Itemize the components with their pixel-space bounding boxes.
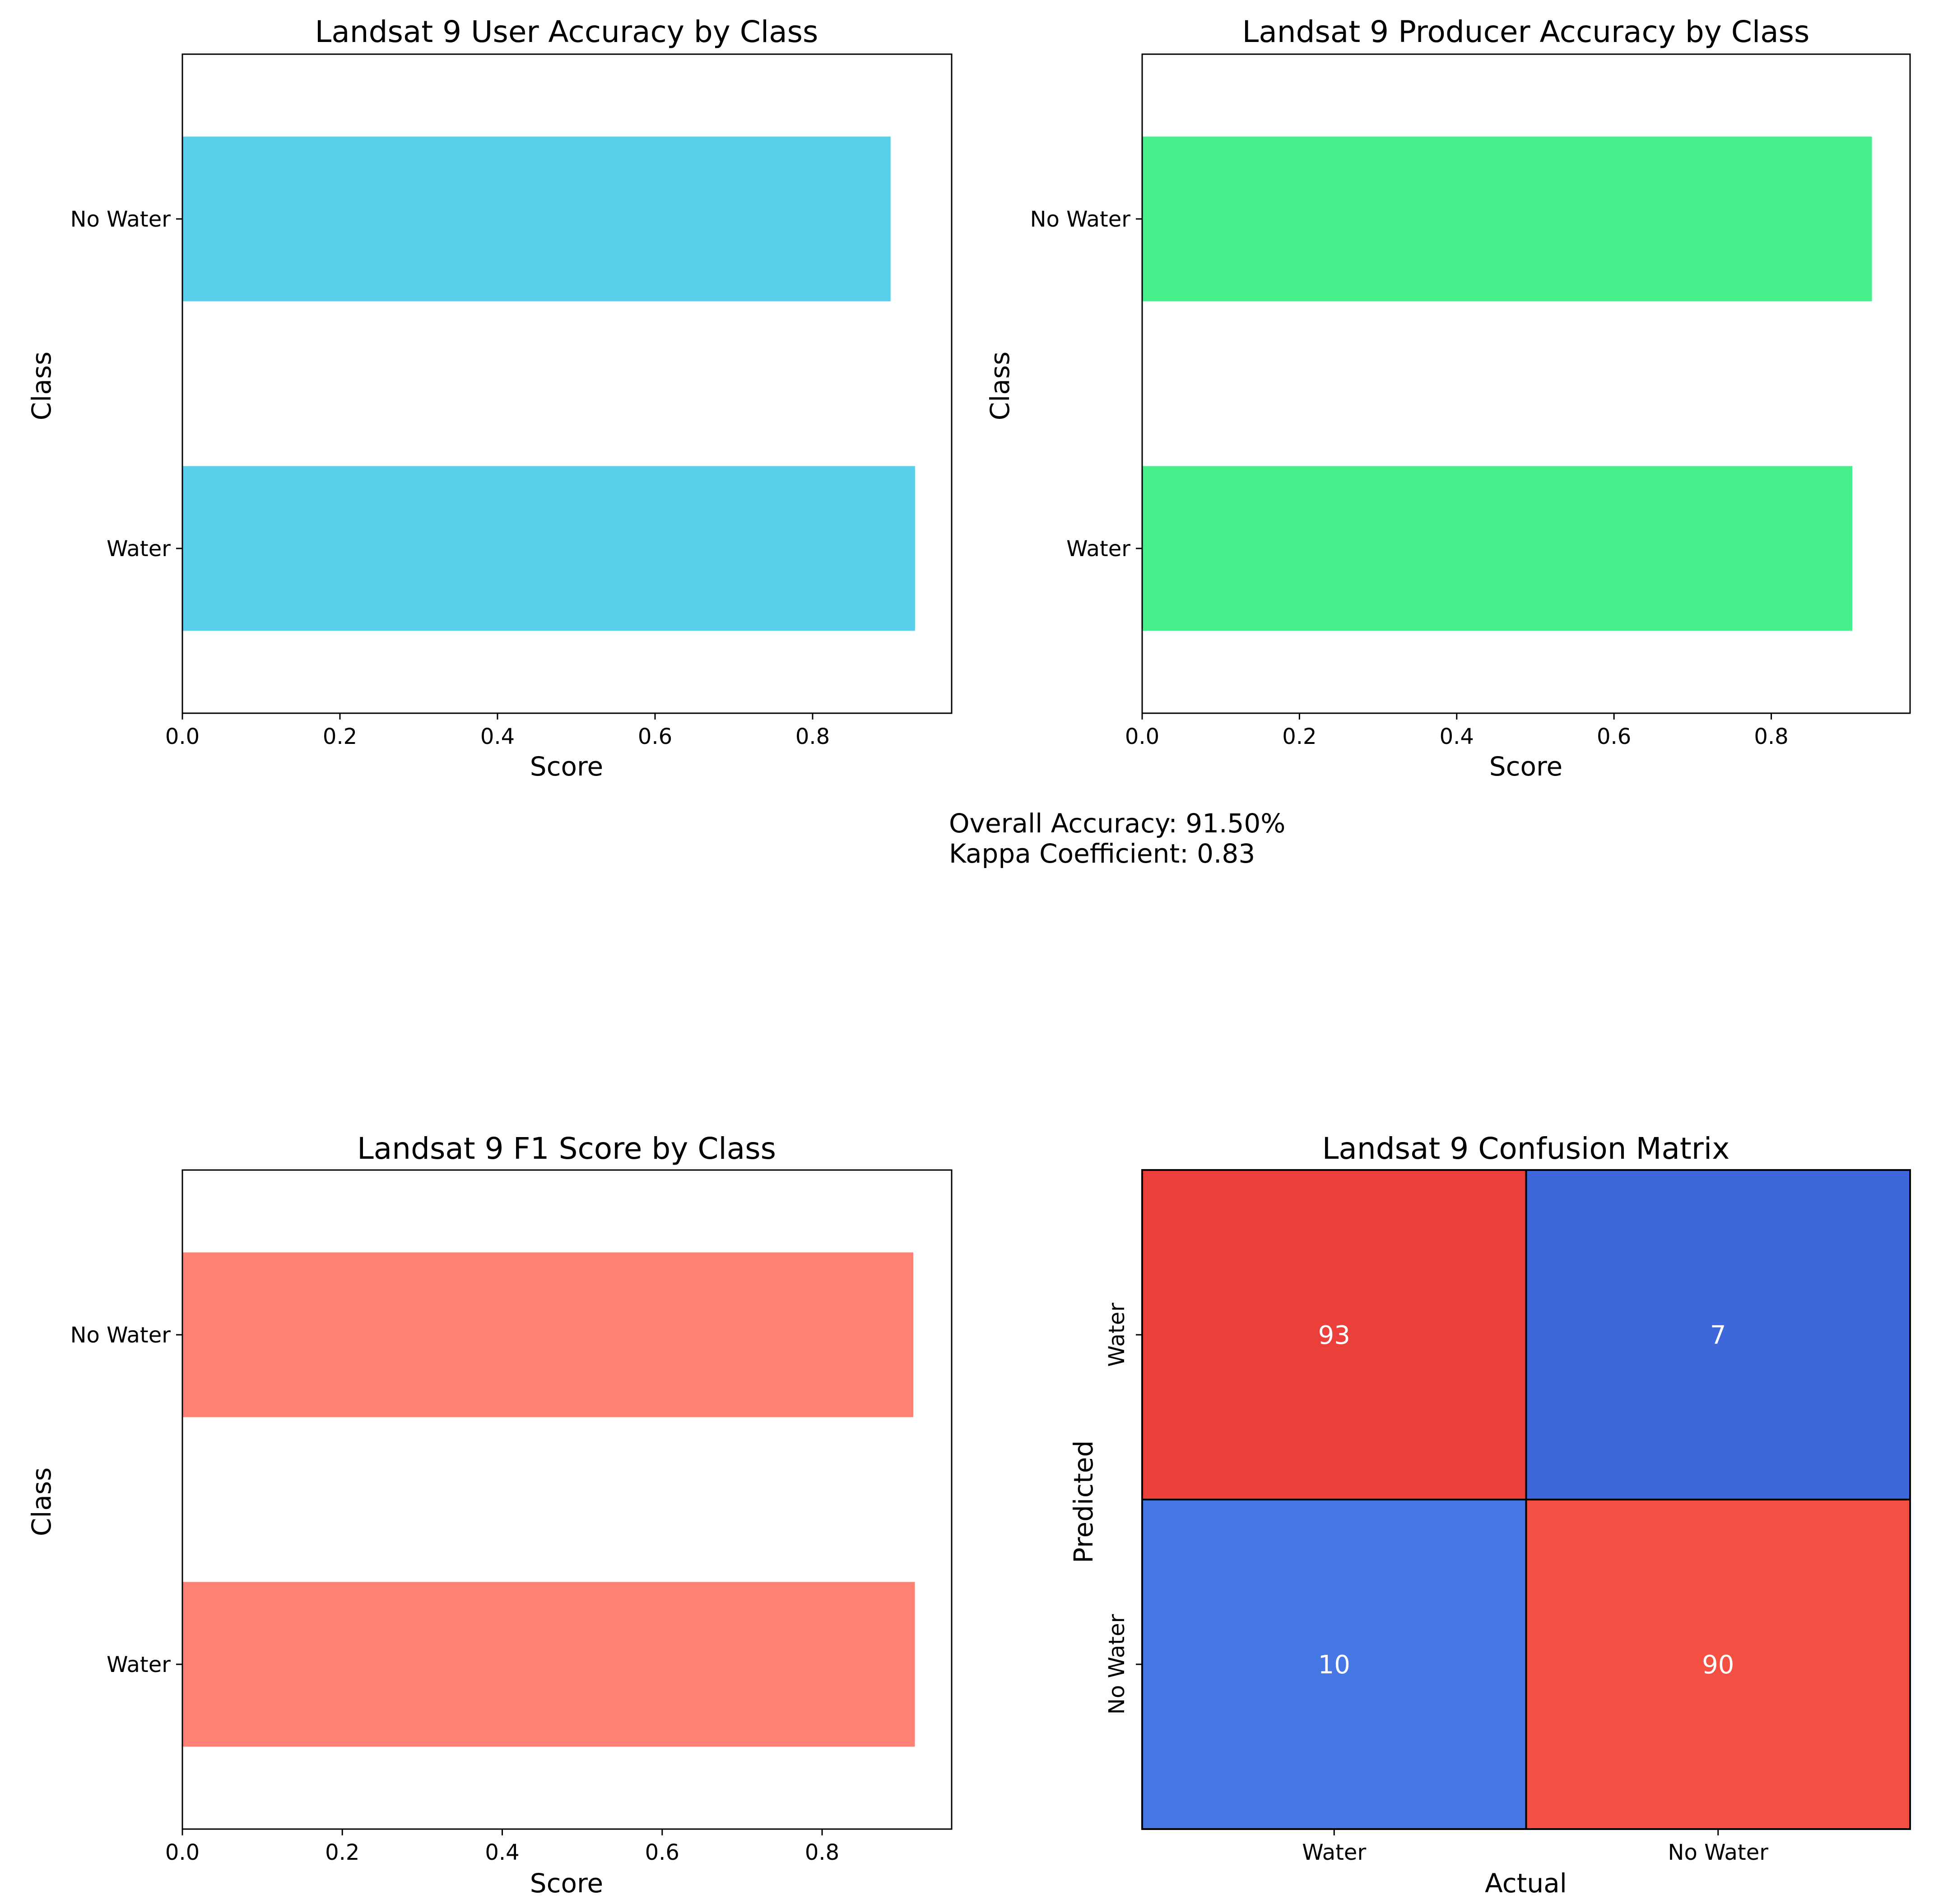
f1-score-ylabel: Class [26,1467,57,1537]
user-accuracy-xtick-label: 0.8 [795,724,830,749]
user-accuracy-ytick-label: No Water [70,207,171,232]
producer-accuracy-xtick-label: 0.0 [1125,724,1159,749]
user-accuracy-axes-frame [181,53,953,714]
f1-score-bar [182,1252,913,1417]
kappa-coefficient-text: Kappa Coefficient: 0.83 [949,838,1255,869]
producer-accuracy-xtick-label: 0.4 [1440,724,1474,749]
confusion-matrix-cell-value: 10 [1318,1650,1350,1680]
producer-accuracy-axes-frame [1141,53,1911,714]
producer-accuracy-xtick-label: 0.2 [1282,724,1316,749]
producer-accuracy-bar [1142,466,1852,631]
user-accuracy-xtick-label: 0.6 [638,724,672,749]
producer-accuracy-bar [1142,136,1872,302]
user-accuracy-title: Landsat 9 User Accuracy by Class [315,14,818,49]
confusion-matrix-cell-value: 90 [1702,1650,1734,1680]
user-accuracy-xtick-label: 0.0 [165,724,200,749]
user-accuracy-xtick-label: 0.4 [480,724,515,749]
f1-score-xlabel: Score [530,1868,603,1899]
confusion-matrix-ytick-label: No Water [1104,1614,1130,1715]
f1-score-xtick-label: 0.8 [805,1840,839,1865]
confusion-matrix-panel: Landsat 9 Confusion Matrix Actual Predic… [1068,1131,1911,1899]
f1-score-ytick-label: No Water [70,1323,171,1348]
producer-accuracy-ylabel: Class [985,352,1015,421]
confusion-matrix-title: Landsat 9 Confusion Matrix [1322,1131,1730,1166]
confusion-matrix-xtick-label: No Water [1668,1840,1769,1865]
producer-accuracy-xtick-label: 0.8 [1754,724,1788,749]
user-accuracy-ylabel: Class [26,352,57,421]
f1-score-axes-frame [181,1169,953,1830]
confusion-matrix-xlabel: Actual [1485,1868,1567,1899]
confusion-matrix-cell-value: 7 [1710,1321,1726,1350]
f1-score-ytick-label: Water [107,1652,171,1677]
producer-accuracy-xtick-label: 0.6 [1597,724,1631,749]
producer-accuracy-ytick-label: No Water [1030,207,1131,232]
user-accuracy-xlabel: Score [530,751,603,782]
user-accuracy-ytick-label: Water [107,536,171,562]
user-accuracy-xtick-label: 0.2 [323,724,357,749]
user-accuracy-panel: Landsat 9 User Accuracy by Class Score C… [26,14,953,782]
confusion-matrix-cell-value: 93 [1318,1321,1350,1350]
f1-score-xtick-label: 0.0 [165,1840,200,1865]
confusion-matrix-frame [1141,1169,1911,1830]
confusion-matrix-ytick-label: Water [1104,1303,1130,1367]
f1-score-panel: Landsat 9 F1 Score by Class Score Class … [26,1131,953,1899]
confusion-matrix-cell [1525,1499,1911,1830]
overall-accuracy-text: Overall Accuracy: 91.50% [949,808,1285,839]
confusion-matrix-ylabel: Predicted [1068,1440,1099,1563]
f1-score-xtick-label: 0.2 [325,1840,359,1865]
producer-accuracy-title: Landsat 9 Producer Accuracy by Class [1242,14,1810,49]
user-accuracy-bar [182,466,915,631]
f1-score-title: Landsat 9 F1 Score by Class [357,1131,776,1166]
producer-accuracy-panel: Landsat 9 Producer Accuracy by Class Sco… [985,14,1911,782]
user-accuracy-bar [182,136,891,302]
f1-score-xtick-label: 0.6 [645,1840,679,1865]
f1-score-xtick-label: 0.4 [485,1840,519,1865]
producer-accuracy-ytick-label: Water [1066,536,1130,562]
producer-accuracy-xlabel: Score [1489,751,1562,782]
confusion-matrix-cell [1525,1169,1911,1500]
confusion-matrix-xtick-label: Water [1302,1840,1366,1865]
f1-score-bar [182,1582,915,1747]
